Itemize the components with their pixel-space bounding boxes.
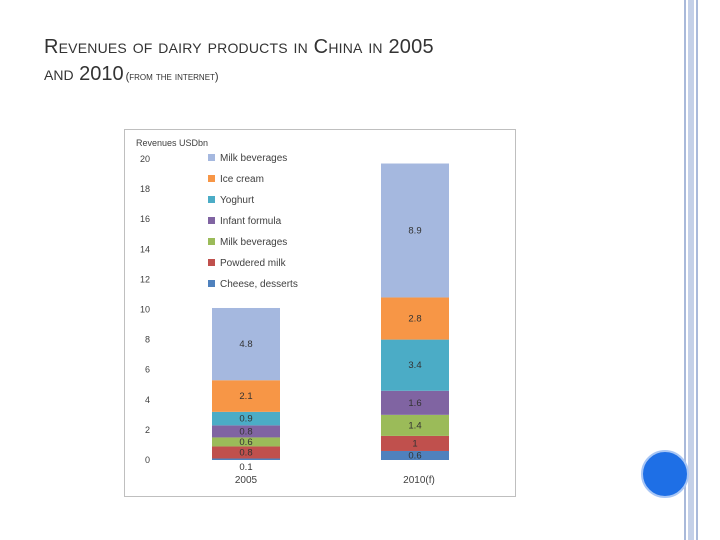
legend-label: Infant formula: [220, 216, 282, 227]
bar-segment: [381, 435, 449, 451]
legend-swatch: [208, 217, 215, 224]
legend-swatch: [208, 196, 215, 203]
bar-segment: [381, 450, 449, 460]
data-label: 1.6: [408, 398, 421, 409]
bar-segment: [381, 390, 449, 415]
y-axis-label: Revenues USDbn: [136, 138, 208, 148]
x-tick-label: 2005: [235, 475, 258, 486]
legend-swatch: [208, 154, 215, 161]
bar-segment: [212, 437, 280, 447]
legend-swatch: [208, 175, 215, 182]
legend-label: Milk beverages: [220, 153, 287, 164]
legend-label: Cheese, desserts: [220, 279, 298, 290]
data-label: 0.6: [408, 450, 421, 461]
y-tick-label: 12: [140, 274, 150, 284]
bar-segment: [212, 411, 280, 426]
legend-swatch: [208, 238, 215, 245]
chart-frame: Revenues USDbn 0 2 4 6 8 10 12 14 16 18 20 0.1 0.8 0…: [124, 129, 516, 497]
bar-segment: [381, 163, 449, 298]
slide-title-line1: Revenues of dairy products in China in 2…: [44, 36, 434, 58]
bar-segment: [381, 414, 449, 436]
bar-segment: [212, 446, 280, 459]
data-label: 4.8: [239, 339, 252, 350]
side-bar-line: [696, 0, 698, 540]
y-tick-label: 20: [140, 154, 150, 164]
y-tick-label: 16: [140, 214, 150, 224]
legend-label: Milk beverages: [220, 237, 287, 248]
data-label: 2.1: [239, 391, 252, 402]
y-axis-ticks: 0 2 4 6 8 10 12 14 16 18 20: [140, 154, 150, 465]
side-bar-line: [684, 0, 686, 540]
slide-title-source: (from the internet): [125, 71, 219, 83]
bar-segment: [212, 307, 280, 381]
bar-segment: [212, 380, 280, 412]
legend-swatch: [208, 259, 215, 266]
decorative-side-bars: [684, 0, 698, 540]
y-tick-label: 18: [140, 184, 150, 194]
legend-label: Powdered milk: [220, 258, 287, 269]
y-tick-label: 0: [145, 455, 150, 465]
x-axis-ticks: 2005 2010(f): [235, 475, 435, 486]
y-tick-label: 2: [145, 425, 150, 435]
data-label: 0.6: [239, 437, 252, 448]
slide-title-line2: and 2010 (from the internet): [44, 61, 644, 88]
legend-label: Yoghurt: [220, 195, 254, 206]
data-label: 0.1: [239, 462, 252, 473]
slide-title-line2-text: and 2010: [44, 63, 124, 85]
y-tick-label: 4: [145, 395, 150, 405]
data-label: 3.4: [408, 360, 421, 371]
legend: Milk beverages Ice cream Yoghurt Infant for…: [208, 153, 298, 290]
x-tick-label: 2010(f): [403, 475, 435, 486]
data-label: 0.8: [239, 447, 252, 458]
data-label: 0.8: [239, 426, 252, 437]
legend-label: Ice cream: [220, 174, 264, 185]
bar-segment: [381, 297, 449, 340]
y-tick-label: 6: [145, 365, 150, 375]
data-label: 0.9: [239, 414, 252, 425]
y-tick-label: 10: [140, 305, 150, 315]
data-label: 8.9: [408, 225, 421, 236]
legend-swatch: [208, 280, 215, 287]
slide-title: Revenues of dairy products in China in 2…: [44, 34, 644, 88]
bar-segment: [212, 458, 280, 460]
bar-segment: [212, 425, 280, 438]
y-tick-label: 14: [140, 244, 150, 254]
data-label: 1.4: [408, 420, 421, 431]
side-bar-line: [688, 0, 694, 540]
data-label: 2.8: [408, 314, 421, 325]
y-tick-label: 8: [145, 335, 150, 345]
bars: 0.10.80.60.80.92.14.80.611.41.63.42.88.9: [212, 163, 449, 473]
data-label: 1: [412, 438, 417, 449]
decorative-circle: [641, 450, 689, 498]
bar-segment: [381, 339, 449, 391]
